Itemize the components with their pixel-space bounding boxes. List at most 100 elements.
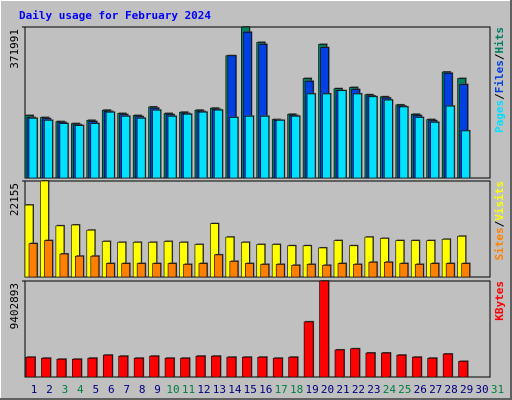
bar <box>337 263 347 278</box>
legend-entry: Sites <box>493 227 506 260</box>
bar <box>198 111 208 179</box>
bar <box>25 356 36 378</box>
x-tick-label: 15 <box>244 383 257 396</box>
bar <box>353 264 362 278</box>
bar <box>102 354 113 378</box>
x-tick-label: 6 <box>108 383 115 396</box>
x-tick-label: 12 <box>197 383 210 396</box>
bar <box>399 106 409 179</box>
bar <box>411 356 422 378</box>
bar <box>229 261 239 278</box>
bar <box>226 356 237 378</box>
bar <box>291 115 300 179</box>
bar <box>381 352 391 378</box>
bar <box>458 361 468 378</box>
bar <box>430 122 440 179</box>
bar <box>427 357 438 378</box>
bar <box>28 118 38 179</box>
x-tick-label: 22 <box>352 383 365 396</box>
x-tick-label: 23 <box>367 383 380 396</box>
x-tick-label: 27 <box>429 383 442 396</box>
bar <box>75 255 84 278</box>
x-tick-label: 16 <box>259 383 272 396</box>
bar <box>242 356 252 378</box>
legend-separator: / <box>493 220 506 227</box>
bar <box>121 115 130 179</box>
bar <box>442 353 453 378</box>
bar <box>183 113 192 179</box>
legend-separator: / <box>493 53 506 60</box>
bar <box>105 111 115 179</box>
bar <box>229 117 239 179</box>
bar <box>288 356 298 378</box>
bar <box>365 352 376 378</box>
bar <box>72 358 82 378</box>
x-tick-label: 10 <box>166 383 179 396</box>
bar <box>167 263 177 278</box>
bar <box>396 354 407 378</box>
bar <box>245 263 254 278</box>
bar <box>275 120 285 179</box>
legend: KBytes <box>493 281 506 321</box>
x-tick-label: 31 <box>491 383 504 396</box>
bar <box>214 109 223 179</box>
bar <box>319 280 329 378</box>
bar <box>337 90 347 179</box>
bar <box>430 263 440 278</box>
bar <box>368 261 378 278</box>
x-tick-label: 7 <box>123 383 130 396</box>
bar <box>350 348 360 378</box>
bar <box>306 264 316 278</box>
bar <box>461 130 470 179</box>
bar <box>87 357 98 378</box>
x-tick-label: 13 <box>213 383 226 396</box>
y-tick-label: 9402893 <box>8 283 21 329</box>
bar <box>90 255 100 278</box>
bar <box>41 357 51 378</box>
x-tick-label: 1 <box>31 383 38 396</box>
bar <box>353 93 362 179</box>
bar <box>180 357 190 378</box>
bar <box>214 254 223 278</box>
legend-entry: KBytes <box>493 281 506 321</box>
y-tick-label: 22155 <box>8 183 21 216</box>
bar <box>28 243 38 278</box>
legend: Sites/Visits <box>493 181 506 261</box>
legend-separator: / <box>493 93 506 100</box>
x-tick-label: 26 <box>414 383 427 396</box>
x-tick-label: 20 <box>321 383 334 396</box>
bar <box>133 357 144 378</box>
bar <box>121 263 130 278</box>
legend-entry: Files <box>493 60 506 93</box>
bar <box>461 263 470 278</box>
bar <box>56 358 67 378</box>
x-tick-label: 5 <box>92 383 99 396</box>
bar <box>384 261 393 278</box>
bar <box>322 265 331 278</box>
legend-entry: Pages <box>493 100 506 133</box>
x-tick-label: 30 <box>475 383 488 396</box>
bar <box>257 356 268 378</box>
bar <box>44 240 53 278</box>
x-tick-label: 24 <box>383 383 397 396</box>
bar <box>164 357 175 378</box>
bar <box>445 263 455 278</box>
bar <box>322 93 331 179</box>
bar <box>414 117 424 179</box>
bar <box>399 263 409 278</box>
bar <box>167 115 177 179</box>
bar <box>303 321 314 378</box>
bar <box>136 118 146 179</box>
x-tick-label: 3 <box>62 383 69 396</box>
bar <box>59 123 69 179</box>
bar <box>211 355 221 378</box>
bar <box>291 265 300 278</box>
x-tick-label: 25 <box>398 383 411 396</box>
bar <box>445 105 455 179</box>
bar <box>275 264 285 278</box>
bar <box>90 123 100 179</box>
bar <box>149 355 159 378</box>
bar <box>384 99 393 179</box>
